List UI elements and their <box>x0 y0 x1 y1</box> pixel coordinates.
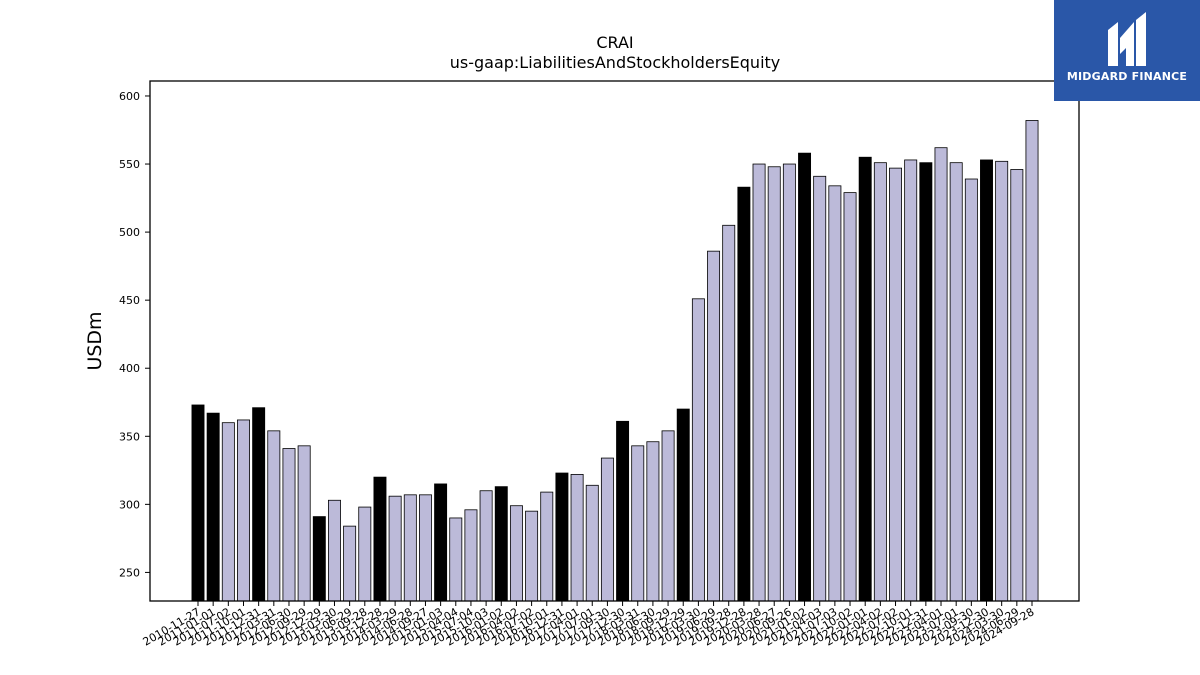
bar-2016-04-02 <box>509 505 523 602</box>
bar-2015-07-04 <box>464 509 478 602</box>
bar-2020-06-27 <box>767 166 781 602</box>
bar-2018-09-29 <box>661 430 675 602</box>
bar-2019-12-28 <box>737 186 751 602</box>
bar-2016-01-02 <box>494 486 508 602</box>
bar-2018-12-29 <box>676 408 690 602</box>
bar-2016-07-02 <box>525 510 539 602</box>
bar-2016-12-31 <box>555 472 569 602</box>
y-tick-label: 250 <box>119 566 140 579</box>
bar-2015-04-04 <box>449 517 463 602</box>
bar-2019-09-28 <box>722 224 736 602</box>
y-axis-label: USDm <box>84 311 106 370</box>
bar-2011-12-31 <box>252 407 266 602</box>
bar-2014-03-29 <box>388 495 402 602</box>
y-tick-label: 500 <box>119 226 140 239</box>
y-tick-label: 300 <box>119 498 140 511</box>
bar-2022-07-02 <box>889 167 902 602</box>
bar-2022-10-01 <box>904 159 918 602</box>
bar-2015-01-03 <box>434 483 448 602</box>
bar-2021-01-02 <box>798 152 812 602</box>
logo-text: MIDGARD FINANCE <box>1066 70 1188 83</box>
logo-mark-icon <box>1108 12 1146 66</box>
bar-2024-03-30 <box>995 160 1009 602</box>
bar-2022-01-01 <box>858 156 872 602</box>
bar-2017-09-30 <box>600 457 614 602</box>
bar-2012-06-30 <box>282 448 296 602</box>
bar-2014-09-27 <box>418 494 432 602</box>
bar-2022-12-31 <box>919 162 933 602</box>
chart-title: CRAI <box>596 33 633 52</box>
bar-2014-06-28 <box>403 494 417 602</box>
bar-2023-04-01 <box>934 147 948 602</box>
brand-logo: MIDGARD FINANCE <box>1054 0 1200 101</box>
plot-frame <box>149 80 1080 602</box>
bar-2018-06-30 <box>646 441 660 602</box>
bar-2011-07-02 <box>221 422 235 602</box>
bar-2016-10-01 <box>540 491 554 602</box>
y-tick-label: 350 <box>119 430 140 443</box>
bar-2023-12-30 <box>980 159 993 602</box>
bar-2015-10-03 <box>479 490 493 602</box>
bar-2024-09-28 <box>1025 120 1039 602</box>
bars-group <box>191 120 1039 602</box>
bar-2010-11-27 <box>191 404 205 602</box>
bar-2018-03-31 <box>631 445 645 602</box>
bar-2012-03-31 <box>267 430 281 602</box>
y-tick-label: 600 <box>119 90 140 103</box>
bar-2019-03-30 <box>691 298 705 602</box>
bar-2012-09-29 <box>297 445 311 602</box>
y-tick-label: 550 <box>119 158 140 171</box>
bar-2011-01-01 <box>206 412 220 602</box>
bar-2012-12-29 <box>312 516 326 602</box>
bar-2013-09-28 <box>358 506 372 602</box>
bar-2017-12-30 <box>616 420 630 602</box>
bar-2021-07-03 <box>828 185 842 602</box>
bar-2024-06-29 <box>1010 169 1024 602</box>
bar-2013-03-30 <box>328 499 341 602</box>
bar-2013-12-28 <box>373 476 387 602</box>
bar-2019-06-29 <box>707 250 721 602</box>
bar-2017-04-01 <box>570 473 584 602</box>
y-tick-label: 400 <box>119 362 140 375</box>
y-ticks-group: 250 300 350 400 450 500 550 600 <box>119 90 150 579</box>
bar-2022-04-02 <box>873 162 887 602</box>
bar-2020-09-26 <box>782 163 796 602</box>
bar-2021-04-03 <box>813 175 827 602</box>
bar-2023-09-30 <box>964 178 978 602</box>
bar-2023-07-01 <box>949 162 963 602</box>
chart-subtitle: us-gaap:LiabilitiesAndStockholdersEquity <box>450 53 781 72</box>
bar-2021-10-02 <box>843 192 857 602</box>
bar-2020-03-28 <box>752 163 766 602</box>
y-tick-label: 450 <box>119 294 140 307</box>
x-ticks-group: 2010-11-272011-01-012011-07-022011-10-01… <box>141 601 1037 649</box>
bar-2011-10-01 <box>237 419 250 602</box>
bar-2013-06-29 <box>343 525 357 602</box>
bar-2017-07-01 <box>585 484 599 602</box>
